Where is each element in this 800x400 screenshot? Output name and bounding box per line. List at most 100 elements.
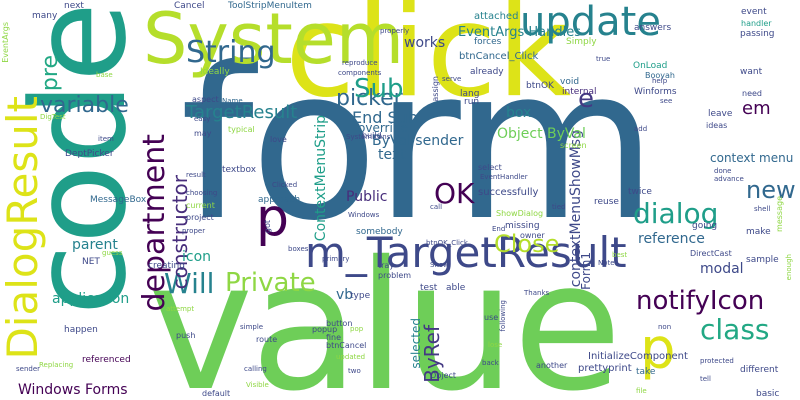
word-end: use bbox=[484, 313, 499, 322]
word-reproduce: serve bbox=[442, 75, 462, 83]
word-showdialog: ShowDialog bbox=[496, 209, 544, 218]
word-easy: components bbox=[338, 69, 382, 77]
word-dialog: dialog bbox=[633, 197, 719, 230]
word-variable: variable bbox=[40, 93, 129, 118]
word-new: new bbox=[746, 176, 796, 204]
word-value: value bbox=[148, 223, 622, 400]
word-p-right: p bbox=[256, 188, 290, 248]
word-cancel: Cancel bbox=[174, 1, 205, 11]
word-sub: Sub bbox=[354, 74, 404, 104]
word-works: works bbox=[404, 35, 446, 51]
word-item: build bbox=[362, 131, 382, 140]
word-digtest: DigTest bbox=[40, 113, 66, 121]
word-sender: sender bbox=[16, 365, 41, 373]
word-base: item bbox=[98, 135, 114, 143]
word-deptpicker: DeptPicker bbox=[65, 149, 114, 159]
word-c: C bbox=[330, 364, 340, 380]
word-ideally: Ideally bbox=[200, 67, 230, 77]
word-many: many bbox=[32, 11, 58, 21]
word-class: class bbox=[700, 313, 770, 346]
word-back: another bbox=[536, 361, 568, 370]
word-eventhandler: EventHandler bbox=[480, 173, 528, 181]
word-ideas: see bbox=[660, 97, 673, 105]
word-messagebox: MessageBox bbox=[90, 195, 147, 205]
word-answers: twice bbox=[628, 187, 652, 197]
word-proper: project bbox=[186, 213, 214, 222]
word-able: test bbox=[420, 283, 438, 293]
word-btnok-click: got bbox=[263, 220, 272, 234]
word-next: next bbox=[64, 1, 84, 11]
word-thanks: Note bbox=[598, 259, 615, 267]
word-test: Thanks bbox=[524, 289, 550, 297]
word-simple-right: enough bbox=[785, 254, 793, 281]
word-attempt: fine bbox=[326, 333, 342, 342]
word-attached: attached bbox=[474, 11, 519, 22]
word-p-large: p bbox=[640, 317, 686, 382]
word-protected: file bbox=[636, 387, 647, 395]
word-properly: answers bbox=[634, 23, 672, 33]
word-route: push bbox=[176, 331, 196, 340]
word-reference: reference bbox=[638, 231, 705, 247]
word-forces: forces bbox=[474, 37, 502, 47]
word-override: override bbox=[358, 121, 408, 135]
word-btncancel: simple bbox=[240, 323, 264, 331]
word-guess: Clicked bbox=[272, 181, 298, 189]
word-result: love bbox=[270, 135, 287, 144]
word-type: able bbox=[446, 283, 466, 293]
word-show: tray bbox=[378, 261, 395, 270]
word-use: screen bbox=[560, 141, 587, 150]
word-byval-sender: ByVal sender bbox=[372, 133, 464, 149]
word-em: em bbox=[742, 98, 771, 119]
word-reuse: reuse bbox=[594, 197, 619, 207]
word-net: NET bbox=[82, 257, 100, 267]
word-select: select bbox=[478, 163, 502, 172]
word-take: default bbox=[202, 389, 231, 398]
word-text: text bbox=[378, 147, 406, 163]
word-basic: different bbox=[740, 365, 779, 375]
word-choosing: result bbox=[186, 171, 206, 179]
word-sample: DirectCast bbox=[690, 249, 732, 258]
word-e: e bbox=[578, 84, 594, 114]
word-lose: following bbox=[499, 300, 507, 332]
word-targetresult: TargetResult bbox=[186, 102, 298, 123]
word-two: updated bbox=[336, 353, 366, 361]
word-typical: typical bbox=[228, 125, 255, 134]
word-call: btnOK_Click bbox=[426, 239, 468, 247]
word-object: back bbox=[482, 359, 499, 367]
word-referenced: referenced bbox=[82, 355, 131, 365]
word-default: Visible bbox=[246, 381, 269, 389]
word-somebody: somebody bbox=[356, 227, 403, 237]
word-serve: assign bbox=[431, 76, 440, 102]
word-components: reproduce bbox=[342, 59, 378, 67]
word-notifyicon: notifyIcon bbox=[636, 286, 765, 316]
word-leave: ideas bbox=[706, 121, 728, 130]
word-private: Private bbox=[225, 268, 316, 298]
word-end-sub: End Sub bbox=[352, 108, 418, 127]
word-following: non bbox=[658, 323, 672, 331]
word-add: want bbox=[740, 67, 763, 77]
word-message: advance bbox=[714, 175, 744, 183]
word-toolstripmenuitem: ToolStripMenuItem bbox=[228, 1, 312, 11]
word-going: Form1 bbox=[579, 252, 593, 290]
word-system: System bbox=[143, 0, 405, 80]
word-happen: happen bbox=[64, 325, 98, 335]
word-project: choosing bbox=[186, 189, 218, 197]
word-tied: call bbox=[430, 203, 443, 211]
word-pre: pre bbox=[38, 55, 63, 92]
word-onload: OnLoad bbox=[633, 61, 668, 71]
word-done: make bbox=[746, 227, 771, 237]
word-btnok: btnOK bbox=[526, 81, 554, 91]
word-best: boxes bbox=[288, 245, 309, 253]
word-contextmenustrip: ContextMenuStrip bbox=[313, 115, 329, 242]
word-make: sample bbox=[746, 255, 779, 265]
word-context-menu: context menu bbox=[710, 151, 794, 165]
word-update: update bbox=[520, 0, 661, 45]
word-run: add bbox=[634, 125, 648, 133]
word-picker: picker bbox=[336, 86, 403, 111]
word-internal: internal bbox=[562, 87, 597, 97]
word-file: tell bbox=[700, 375, 711, 383]
word-problem: Show bbox=[430, 261, 449, 269]
word-see: help bbox=[652, 77, 668, 85]
word-simply: Simply bbox=[566, 37, 597, 47]
word-approach: approach bbox=[258, 195, 301, 205]
